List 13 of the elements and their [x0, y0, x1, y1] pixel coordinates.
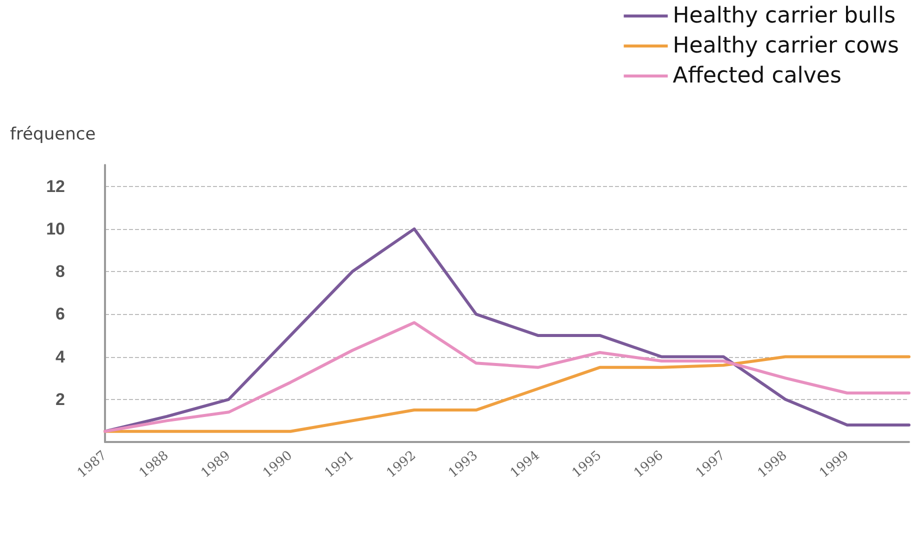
- line-series: [104, 321, 910, 433]
- line-series: [104, 227, 910, 433]
- legend-label: Affected calves: [672, 64, 842, 88]
- y-tick-label: 2: [56, 390, 65, 409]
- y-tick-label: 6: [56, 304, 65, 324]
- y-tick-label: 10: [46, 219, 65, 238]
- y-axis-title: fréquence: [10, 124, 96, 144]
- legend-label: Healthy carrier cows: [672, 34, 900, 58]
- line-series: [104, 355, 910, 433]
- y-tick-label: 8: [56, 262, 65, 282]
- legend-label: Healthy carrier bulls: [672, 4, 896, 28]
- y-tick-label: 12: [46, 176, 65, 196]
- y-tick-label: 4: [56, 347, 66, 366]
